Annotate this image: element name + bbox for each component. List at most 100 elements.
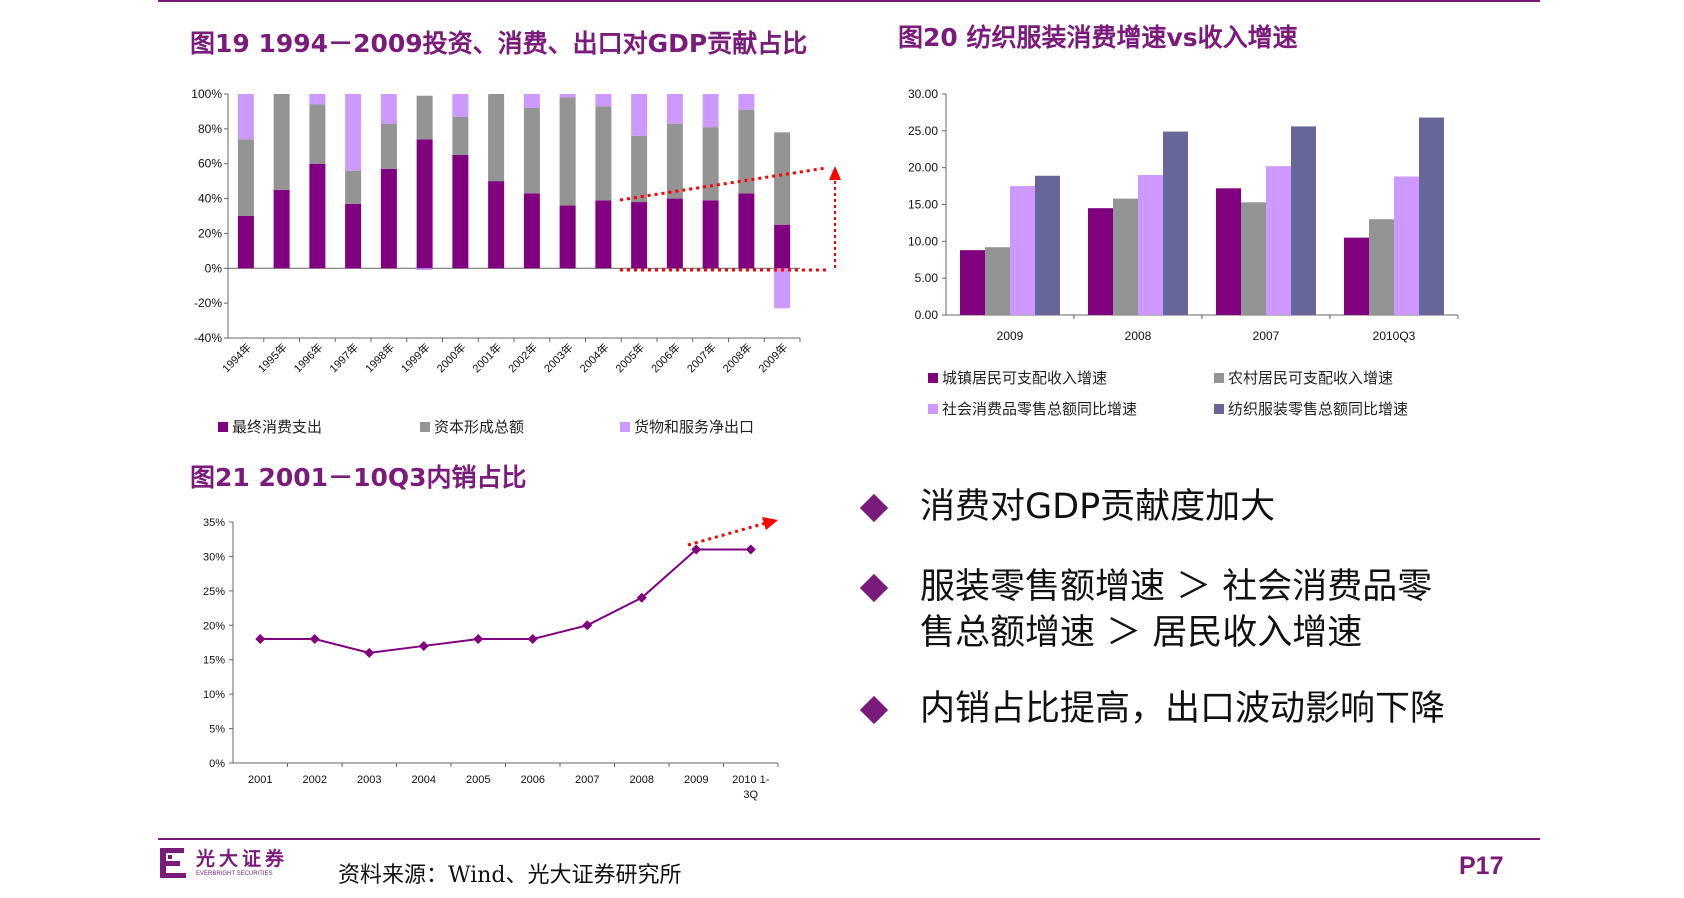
fig19-x-tick-label: 2004年 <box>577 340 612 375</box>
fig19-legend-swatch <box>420 422 430 432</box>
fig21-y-tick-label: 0% <box>209 758 225 770</box>
fig20-x-tick-label: 2008 <box>1125 329 1152 343</box>
fig19-bar-segment <box>309 94 326 105</box>
fig19-bar-segment <box>738 193 755 269</box>
fig19-x-tick-label: 2007年 <box>684 340 719 375</box>
fig19-bar-segment <box>774 132 791 225</box>
fig19-bar-segment <box>345 203 362 269</box>
fig19-bar-segment <box>345 170 362 204</box>
fig21-point-marker <box>527 634 538 645</box>
fig19-bar-segment <box>273 189 290 269</box>
fig19-x-tick-label: 1994年 <box>219 340 254 375</box>
fig21-point-marker <box>691 544 702 555</box>
fig21-point-marker <box>473 634 484 645</box>
fig20-bar <box>1394 176 1419 315</box>
fig19-legend-swatch <box>218 422 228 432</box>
fig19-bar-segment <box>595 94 612 107</box>
fig19-legend-swatch <box>620 422 630 432</box>
fig21-y-tick-label: 25% <box>203 586 225 598</box>
fig19-bar-segment <box>237 216 254 269</box>
fig19-bar-segment <box>380 123 397 169</box>
fig19-bar-segment <box>559 94 576 98</box>
fig19-bar-segment <box>380 94 397 124</box>
fig19-bar-segment <box>774 268 791 309</box>
bullet-2-line-2: 售总额增速 ＞ 居民收入增速 <box>920 613 1363 653</box>
fig20-bar <box>1163 131 1188 315</box>
fig20-x-tick-label: 2010Q3 <box>1373 329 1416 343</box>
fig20-legend-swatch <box>928 404 938 414</box>
fig21-point-marker <box>418 640 429 651</box>
logo-english-name: EVERBRIGHT SECURITIES <box>196 871 273 877</box>
fig19-bar-segment <box>702 127 719 201</box>
fig20-bar <box>1344 237 1369 315</box>
fig19-bar-segment <box>452 155 469 269</box>
fig20-legend-swatch <box>1214 373 1224 383</box>
fig21-point-marker <box>309 634 320 645</box>
fig19-bar-segment <box>416 139 433 269</box>
fig19-bar-segment <box>595 106 612 201</box>
fig19-chart: 100% 80% 60% 40% 20% 0% -20% -40%1994年 1995年 1996… <box>191 87 841 436</box>
everbright-logo: 光大证券 EVERBRIGHT SECURITIES <box>158 844 298 884</box>
fig19-x-tick-label: 2002年 <box>505 340 540 375</box>
fig19-y-tick-label: -20% <box>194 296 222 310</box>
fig19-legend-label: 最终消费支出 <box>232 418 322 436</box>
bullet-2-line-1: 服装零售额增速 ＞ 社会消费品零 <box>920 567 1433 607</box>
fig19-bar-segment <box>523 94 540 108</box>
fig20-title: 图20 纺织服装消费增速vs收入增速 <box>898 23 1298 52</box>
fig20-x-tick-label: 2009 <box>997 329 1024 343</box>
fig19-y-tick-label: 60% <box>198 157 222 171</box>
fig20-bar <box>1138 175 1163 315</box>
fig19-bar-segment <box>774 224 791 269</box>
fig20-bar <box>985 247 1010 315</box>
fig19-x-tick-label: 2000年 <box>434 340 469 375</box>
top-rule <box>158 0 1540 2</box>
fig21-series-line <box>260 548 751 654</box>
fig21-y-tick-label: 20% <box>203 620 225 632</box>
fig19-bar-segment <box>488 94 505 182</box>
fig19-bar-segment <box>631 94 648 136</box>
fig19-bar-segment <box>452 94 469 117</box>
fig21-y-tick-label: 30% <box>203 551 225 563</box>
fig21-x-tick-label: 2010 1- <box>732 774 770 786</box>
fig19-legend-label: 资本形成总额 <box>434 418 524 436</box>
fig19-x-tick-label: 2008年 <box>720 340 755 375</box>
fig20-legend-label: 农村居民可支配收入增速 <box>1228 369 1393 387</box>
fig19-y-tick-label: 20% <box>198 226 222 240</box>
fig21-point-marker <box>636 592 647 603</box>
fig20-legend-swatch <box>1214 404 1224 414</box>
fig19-bar-segment <box>738 109 755 194</box>
fig21-x-tick-label: 2004 <box>412 774 436 786</box>
fig19-bar-segment <box>702 200 719 269</box>
fig19-bar-segment <box>738 94 755 110</box>
fig19-bar-segment <box>666 94 683 124</box>
fig19-x-tick-label: 2009年 <box>755 340 790 375</box>
fig21-x-tick-label: 2003 <box>357 774 381 786</box>
fig21-point-marker <box>582 620 593 631</box>
fig20-legend-swatch <box>928 373 938 383</box>
fig19-bar-segment <box>309 104 326 164</box>
fig19-arrow-head-icon <box>829 166 841 180</box>
fig20-y-tick-label: 15.00 <box>908 198 938 212</box>
fig20-y-tick-label: 30.00 <box>908 87 938 101</box>
bullet-2-text: 服装零售额增速 ＞ 社会消费品零 售总额增速 ＞ 居民收入增速 <box>920 564 1432 656</box>
fig19-bar-segment <box>631 202 648 269</box>
fig20-bar <box>1088 208 1113 315</box>
fig21-chart: 35% 30% 25% 20% 15% 10% 5% 0% 2001 2002 2003 2004 20… <box>203 517 779 801</box>
fig19-bar-segment <box>416 95 433 140</box>
fig21-point-marker <box>745 544 756 555</box>
fig20-legend-label: 社会消费品零售总额同比增速 <box>942 400 1137 418</box>
fig19-bar-segment <box>559 205 576 269</box>
fig19-x-tick-label: 1995年 <box>255 340 290 375</box>
fig19-y-tick-label: -40% <box>194 331 222 345</box>
page-number: P17 <box>1459 852 1504 880</box>
fig21-title: 图21 2001－10Q3内销占比 <box>190 463 527 492</box>
fig21-arrow-head-icon <box>762 517 778 530</box>
bullet-1-line-1: 消费对GDP贡献度加大 <box>920 487 1276 527</box>
fig19-x-tick-label: 1996年 <box>291 340 326 375</box>
fig19-bar-segment <box>452 116 469 155</box>
fig21-x-tick-label: 2008 <box>630 774 654 786</box>
fig19-bar-segment <box>416 268 433 271</box>
fig21-x-tick-label: 3Q <box>743 789 758 801</box>
fig20-legend-label: 纺织服装零售总额同比增速 <box>1228 400 1408 418</box>
